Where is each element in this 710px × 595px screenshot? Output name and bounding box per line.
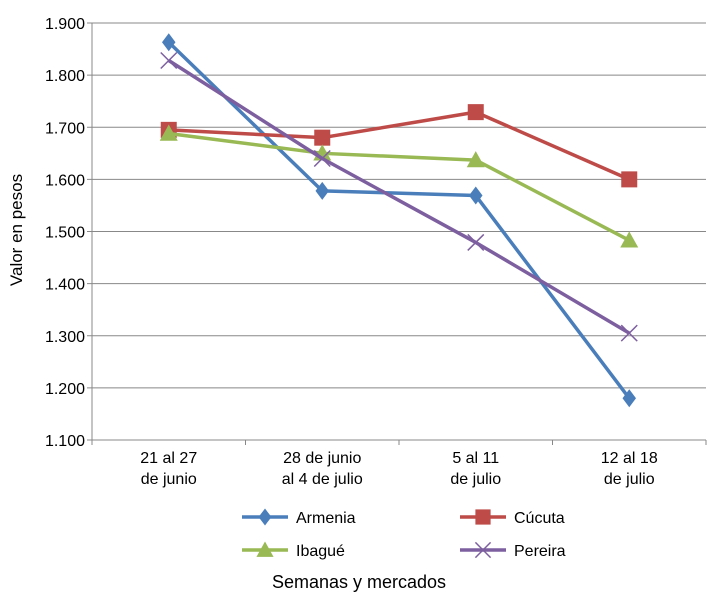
legend-label: Armenia <box>296 510 356 527</box>
y-tick-label: 1.600 <box>45 172 85 189</box>
legend-label: Ibagué <box>296 543 345 560</box>
series-lines <box>159 33 639 408</box>
legend-label: Pereira <box>514 543 566 560</box>
y-tick-label: 1.300 <box>45 329 85 346</box>
legend-item-pereira: Pereira <box>460 541 566 560</box>
data-point <box>475 509 491 525</box>
x-tick-label: 5 al 11 <box>452 450 499 467</box>
data-point <box>467 233 485 251</box>
x-tick-label: de junio <box>141 471 197 488</box>
x-tick-labels: 21 al 27 de junio 28 de junio al 4 de julio… <box>140 450 658 488</box>
series-line <box>167 59 631 335</box>
y-tick-label: 1.200 <box>45 381 85 398</box>
y-tick-label: 1.700 <box>45 120 85 137</box>
legend-item-ibagué: Ibagué <box>242 541 345 560</box>
x-tick-label: al 4 de julio <box>282 471 363 488</box>
data-point <box>162 33 176 52</box>
y-tick-label: 1.900 <box>45 16 85 33</box>
legend-label: Cúcuta <box>514 510 565 527</box>
data-point <box>466 151 485 168</box>
x-axis-label: Semanas y mercados <box>272 572 446 592</box>
y-tick-label: 1.400 <box>45 277 85 294</box>
y-tick-label: 1.800 <box>45 68 85 85</box>
x-tick-label: de julio <box>604 471 655 488</box>
data-point-stroke <box>474 541 492 559</box>
series-pereira <box>160 51 638 342</box>
series-line <box>167 41 631 400</box>
data-point-stroke <box>620 324 638 342</box>
data-point <box>469 186 483 205</box>
y-tick-labels: 1.100 1.200 1.300 1.400 1.500 1.600 1.700 1.800… <box>45 16 85 450</box>
data-point <box>314 129 331 146</box>
y-axis-label: Valor en pesos <box>7 174 26 286</box>
series-line <box>168 131 631 242</box>
x-tick-label: 21 al 27 <box>140 450 197 467</box>
series-armenia <box>162 33 636 408</box>
y-tick-label: 1.100 <box>45 433 85 450</box>
data-point <box>159 124 178 141</box>
data-point <box>620 231 639 248</box>
series-cúcuta <box>160 104 638 188</box>
y-tick-label: 1.500 <box>45 225 85 242</box>
data-point <box>256 541 274 557</box>
data-point-stroke <box>467 233 485 251</box>
x-tick-label: de julio <box>450 471 501 488</box>
legend-item-cúcuta: Cúcuta <box>460 509 565 527</box>
series-ibagué <box>159 124 639 248</box>
data-point <box>474 541 492 559</box>
data-point <box>620 324 638 342</box>
data-point <box>258 508 272 526</box>
gridlines <box>92 22 706 441</box>
x-tick-label: 28 de junio <box>283 450 361 467</box>
data-point <box>160 51 178 70</box>
data-point <box>621 171 638 188</box>
data-point-stroke <box>160 51 178 70</box>
x-tick-label: 12 al 18 <box>601 450 658 467</box>
legend: Armenia Cúcuta Ibagué Pereira <box>242 508 566 560</box>
data-point <box>315 181 329 200</box>
data-point <box>622 389 636 408</box>
data-point <box>313 149 331 168</box>
series-line <box>168 110 630 181</box>
legend-item-armenia: Armenia <box>242 508 356 527</box>
data-point <box>467 104 484 121</box>
data-point-stroke <box>313 149 331 168</box>
axes <box>87 22 707 445</box>
